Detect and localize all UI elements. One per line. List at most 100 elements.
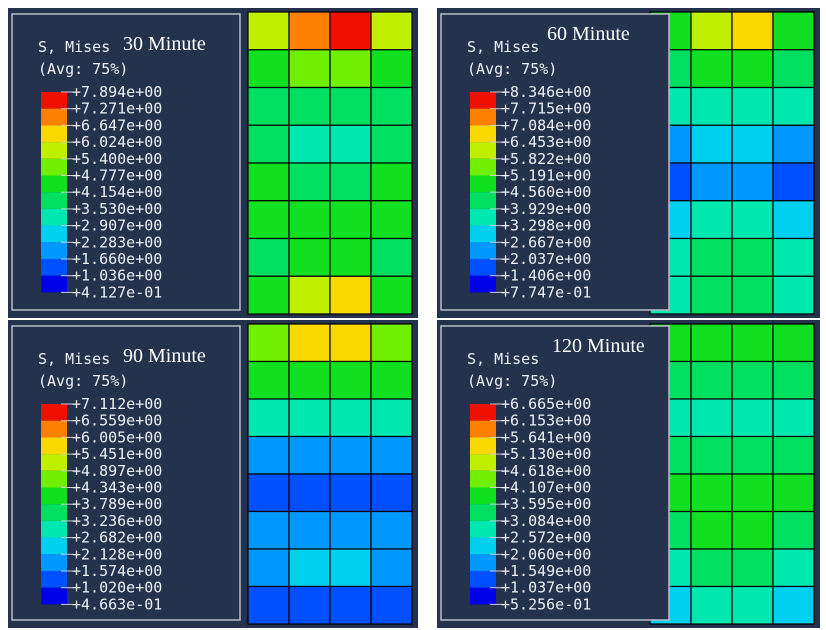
- contour-cell: [289, 549, 330, 587]
- legend-label: +1.549e+00: [501, 562, 591, 580]
- legend-label: +5.641e+00: [501, 428, 591, 446]
- contour-cell: [691, 362, 732, 400]
- color-band: [41, 125, 67, 142]
- contour-cell: [773, 324, 814, 362]
- contour-cell: [330, 362, 371, 400]
- legend-label: +1.036e+00: [72, 267, 162, 285]
- color-band: [41, 421, 67, 438]
- contour-cell: [773, 587, 814, 625]
- legend-label: +3.595e+00: [501, 495, 591, 513]
- contour-cell: [773, 125, 814, 163]
- contour-cell: [248, 324, 289, 362]
- time-label: 30 Minute: [123, 33, 206, 55]
- contour-cell: [289, 239, 330, 277]
- contour-cell: [732, 88, 773, 126]
- color-band: [470, 454, 496, 471]
- contour-cell: [289, 201, 330, 239]
- legend-title: S, Mises: [38, 350, 110, 368]
- legend-label: +2.128e+00: [72, 545, 162, 563]
- contour-cell: [330, 399, 371, 437]
- contour-cell: [330, 125, 371, 163]
- legend-title: S, Mises: [467, 350, 539, 368]
- contour-cell: [732, 324, 773, 362]
- color-band: [470, 588, 496, 605]
- color-band: [470, 192, 496, 209]
- contour-cell: [371, 512, 412, 550]
- contour-cell: [248, 512, 289, 550]
- contour-cell: [773, 362, 814, 400]
- contour-cell: [289, 276, 330, 314]
- contour-cell: [691, 163, 732, 201]
- legend-label: +5.256e-01: [501, 595, 591, 613]
- color-band: [41, 259, 67, 276]
- contour-cell: [289, 50, 330, 88]
- legend-label: +4.343e+00: [72, 479, 162, 497]
- color-band: [41, 109, 67, 126]
- color-band: [470, 488, 496, 505]
- contour-cell: [773, 50, 814, 88]
- legend-label: +4.897e+00: [72, 462, 162, 480]
- color-band: [41, 192, 67, 209]
- legend-label: +5.130e+00: [501, 445, 591, 463]
- color-band: [41, 521, 67, 538]
- contour-cell: [773, 549, 814, 587]
- legend-label: +4.777e+00: [72, 167, 162, 185]
- contour-cell: [773, 239, 814, 277]
- color-band: [41, 142, 67, 159]
- contour-cell: [371, 163, 412, 201]
- legend-subtitle: (Avg: 75%): [467, 60, 557, 78]
- contour-cell: [371, 50, 412, 88]
- legend-label: +4.107e+00: [501, 479, 591, 497]
- contour-cell: [732, 399, 773, 437]
- contour-cell: [371, 125, 412, 163]
- color-band: [470, 125, 496, 142]
- legend-label: +7.715e+00: [501, 100, 591, 118]
- color-band: [470, 209, 496, 226]
- contour-cell: [691, 549, 732, 587]
- contour-cell: [732, 201, 773, 239]
- contour-cell: [773, 437, 814, 475]
- color-band: [470, 471, 496, 488]
- legend-label: +2.682e+00: [72, 529, 162, 547]
- contour-cell: [732, 587, 773, 625]
- contour-cell: [691, 88, 732, 126]
- contour-cell: [773, 276, 814, 314]
- legend-label: +7.894e+00: [72, 83, 162, 101]
- color-band: [470, 259, 496, 276]
- contour-cell: [371, 12, 412, 50]
- contour-cell: [371, 362, 412, 400]
- legend-label: +4.560e+00: [501, 183, 591, 201]
- legend-label: +3.236e+00: [72, 512, 162, 530]
- contour-cell: [289, 399, 330, 437]
- contour-cell: [371, 587, 412, 625]
- contour-cell: [248, 399, 289, 437]
- contour-cell: [289, 125, 330, 163]
- color-band: [470, 176, 496, 193]
- contour-cell: [248, 437, 289, 475]
- legend-label: +7.112e+00: [72, 395, 162, 413]
- contour-cell: [330, 239, 371, 277]
- contour-cell: [732, 362, 773, 400]
- color-band: [41, 226, 67, 243]
- legend-label: +2.060e+00: [501, 545, 591, 563]
- contour-cell: [289, 12, 330, 50]
- contour-cell: [248, 587, 289, 625]
- legend-label: +5.451e+00: [72, 445, 162, 463]
- contour-cell: [248, 276, 289, 314]
- legend-label: +7.747e-01: [501, 283, 591, 301]
- time-label: 60 Minute: [547, 23, 630, 45]
- contour-cell: [289, 474, 330, 512]
- contour-cell: [732, 437, 773, 475]
- legend-label: +6.647e+00: [72, 116, 162, 134]
- contour-cell: [732, 512, 773, 550]
- contour-cell: [691, 474, 732, 512]
- contour-cell: [732, 239, 773, 277]
- time-label: 120 Minute: [552, 335, 645, 357]
- color-band: [41, 488, 67, 505]
- color-band: [470, 404, 496, 421]
- legend-label: +1.660e+00: [72, 250, 162, 268]
- figure: S, Mises 30 Minute (Avg: 75%) +7.894e+00 +7.…: [0, 0, 826, 630]
- contour-cell: [773, 163, 814, 201]
- color-band: [470, 437, 496, 454]
